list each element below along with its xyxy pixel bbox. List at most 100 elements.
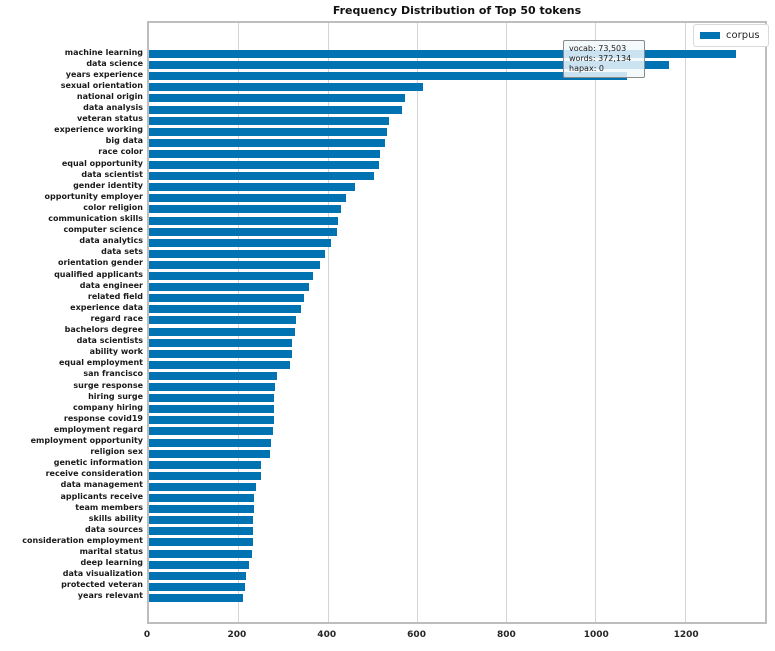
bar [149,405,275,414]
y-tick-label: response covid19 [63,413,143,423]
bar [149,538,253,547]
bar [149,449,271,458]
y-tick-label: data analytics [79,236,143,246]
y-tick-label: deep learning [80,558,143,568]
y-tick-label: years relevant [77,591,143,601]
bar [149,471,261,480]
bar [149,194,346,203]
bar [149,516,254,525]
y-tick-label: receive consideration [45,469,143,479]
bar [149,227,338,236]
bar [149,61,670,70]
x-tick-label: 0 [143,630,151,640]
y-tick-label: veteran status [77,114,143,124]
y-tick-label: hiring surge [88,391,143,401]
y-tick-label: equal employment [59,358,143,368]
x-tick-label: 600 [407,630,426,640]
y-tick-label: company hiring [73,402,143,412]
bar [149,460,262,469]
y-tick-label: communication skills [48,214,143,223]
y-tick-label: employment opportunity [30,436,143,445]
gridline-600 [416,23,418,622]
y-tick-label: data scientist [81,169,143,179]
annotation-line: vocab: 73,503 [569,44,627,53]
y-tick-label: data analysis [83,103,143,112]
y-tick-label: experience data [70,302,143,312]
bar [149,183,356,192]
bar [149,582,246,591]
bar [149,138,385,147]
bar [149,438,272,447]
bar [149,371,277,380]
bar [149,338,293,347]
bar [149,383,275,391]
bar [149,294,304,303]
y-tick-label: equal opportunity [61,158,143,168]
bar [149,94,406,103]
y-tick-label: machine learning [64,47,143,57]
y-tick-label: regard race [90,313,143,323]
y-tick-label: data management [60,480,143,490]
y-tick-label: data sources [85,524,143,534]
bar [149,327,295,336]
y-tick-label: qualified applicants [54,269,143,279]
bar [149,260,320,269]
y-tick-label: sexual orientation [60,80,143,90]
bar [149,593,243,602]
y-tick-label: opportunity employer [44,191,143,201]
gridline-1000 [595,23,597,622]
bar [149,571,247,580]
bar [149,72,627,81]
y-tick-label: employment regard [53,424,143,434]
y-tick-label: national origin [76,91,143,101]
y-tick-label: data engineer [79,280,143,290]
bar [149,527,253,536]
bar [149,172,374,181]
bar [149,50,736,58]
bar [149,127,387,136]
bar [149,116,389,125]
y-tick-label: team members [75,502,143,512]
y-tick-label: marital status [79,547,143,556]
y-tick-label: san francisco [83,369,143,379]
x-tick-label: 400 [317,630,337,640]
bar [149,549,253,558]
x-tick-label: 1200 [673,630,699,640]
plot-area [147,21,767,624]
bar [149,416,274,425]
bar [149,216,338,225]
y-tick-label: skills ability [88,513,143,523]
y-tick-label: color religion [83,202,143,212]
bar [149,349,292,358]
y-tick-label: big data [105,136,143,146]
y-tick-label: data science [86,58,143,68]
bar [149,305,302,314]
bar [149,249,325,258]
bar [149,238,331,247]
y-tick-label: bachelors degree [64,325,143,334]
y-tick-label: applicants receive [60,491,143,501]
gridline-400 [327,23,329,622]
y-tick-label: religion sex [90,447,143,457]
annotation-line: words: 372,134 [569,54,632,63]
y-tick-label: protected veteran [61,580,143,590]
x-tick-label: 1000 [583,630,609,640]
legend-label-corpus: corpus [726,30,760,41]
bar [149,427,273,436]
bar [149,505,254,514]
y-tick-label: ability work [89,347,143,357]
y-tick-label: consideration employment [22,535,143,545]
bar [149,316,296,325]
annotation-line: hapax: 0 [569,64,605,73]
y-tick-label: experience working [54,125,143,135]
gridline-800 [506,23,508,622]
legend-swatch-corpus [700,32,720,39]
y-tick-label: orientation gender [57,258,143,268]
bar [149,272,314,280]
y-tick-label: related field [87,291,143,301]
y-tick-label: data visualization [62,569,143,579]
legend: corpus [693,24,769,47]
bar [149,83,423,92]
bar [149,161,380,169]
